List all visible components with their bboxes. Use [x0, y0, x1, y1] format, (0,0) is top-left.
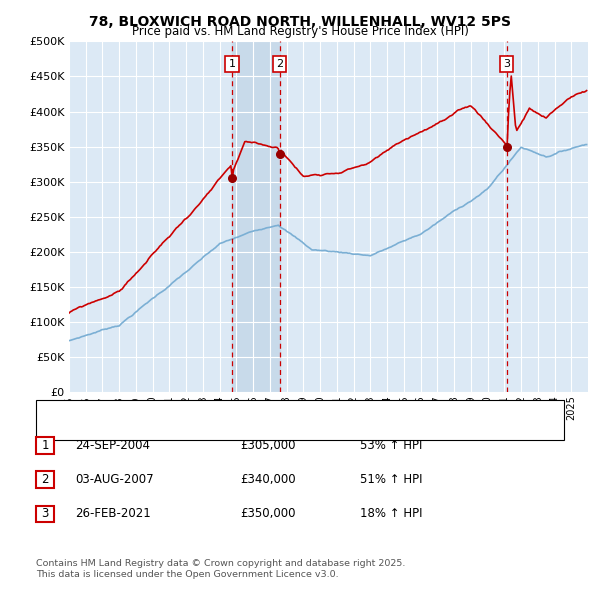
Text: 1: 1	[41, 439, 49, 452]
Text: 3: 3	[41, 507, 49, 520]
Text: 78, BLOXWICH ROAD NORTH, WILLENHALL, WV12 5PS (detached house): 78, BLOXWICH ROAD NORTH, WILLENHALL, WV1…	[79, 406, 455, 416]
Text: Price paid vs. HM Land Registry's House Price Index (HPI): Price paid vs. HM Land Registry's House …	[131, 25, 469, 38]
Text: This data is licensed under the Open Government Licence v3.0.: This data is licensed under the Open Gov…	[36, 570, 338, 579]
Text: HPI: Average price, detached house, Walsall: HPI: Average price, detached house, Wals…	[79, 424, 309, 434]
Bar	[232, 41, 280, 392]
Text: 53% ↑ HPI: 53% ↑ HPI	[360, 439, 422, 452]
Text: 24-SEP-2004: 24-SEP-2004	[75, 439, 150, 452]
Text: 51% ↑ HPI: 51% ↑ HPI	[360, 473, 422, 486]
Text: 2: 2	[276, 59, 283, 69]
Text: 3: 3	[503, 59, 511, 69]
Text: 1: 1	[229, 59, 235, 69]
Text: 03-AUG-2007: 03-AUG-2007	[75, 473, 154, 486]
Text: 26-FEB-2021: 26-FEB-2021	[75, 507, 151, 520]
Text: Contains HM Land Registry data © Crown copyright and database right 2025.: Contains HM Land Registry data © Crown c…	[36, 559, 406, 568]
Text: £305,000: £305,000	[240, 439, 296, 452]
Text: 2: 2	[41, 473, 49, 486]
Text: £340,000: £340,000	[240, 473, 296, 486]
Text: £350,000: £350,000	[240, 507, 296, 520]
Text: 18% ↑ HPI: 18% ↑ HPI	[360, 507, 422, 520]
Text: 78, BLOXWICH ROAD NORTH, WILLENHALL, WV12 5PS: 78, BLOXWICH ROAD NORTH, WILLENHALL, WV1…	[89, 15, 511, 29]
